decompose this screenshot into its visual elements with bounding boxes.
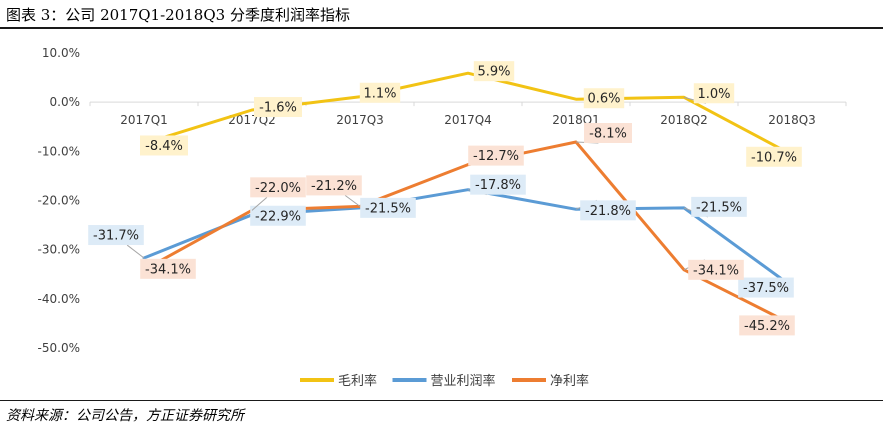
x-tick-label: 2017Q3: [336, 113, 384, 127]
data-label: -1.6%: [259, 101, 297, 116]
y-tick-label: -30.0%: [38, 243, 80, 257]
data-label: -34.1%: [145, 262, 191, 277]
y-tick-label: -50.0%: [38, 341, 80, 355]
data-label: -37.5%: [743, 281, 789, 296]
data-label-leader: [126, 244, 145, 259]
legend-label: 净利率: [550, 373, 589, 389]
data-label-box: [250, 177, 306, 198]
data-label-box: [583, 88, 625, 109]
data-label: -34.1%: [693, 263, 739, 278]
data-label-box: [473, 61, 515, 82]
series-line-2: [142, 140, 794, 326]
legend-label: 营业利润率: [431, 373, 496, 389]
profit-margin-line-chart: 10.0% 0.0% -10.0% -20.0% -30.0% -40.0% -50.0% 2…: [38, 46, 847, 389]
data-label: -31.7%: [93, 229, 139, 244]
data-label-box: [250, 205, 306, 226]
y-tick-label: -20.0%: [38, 194, 80, 208]
data-label-box: [739, 315, 795, 336]
data-label-leader: [344, 194, 361, 207]
data-label-box: [470, 174, 526, 195]
data-label: 1.1%: [363, 86, 396, 101]
data-label-leader: [251, 196, 268, 211]
y-tick-label: -40.0%: [38, 292, 80, 306]
data-label-box: [693, 83, 735, 104]
data-label: -8.1%: [589, 126, 627, 141]
data-label: -10.7%: [751, 150, 797, 165]
x-tick-label: 2018Q2: [660, 113, 708, 127]
data-label: -12.7%: [473, 149, 519, 164]
data-label-box: [140, 135, 188, 156]
data-label: -21.5%: [365, 201, 411, 216]
data-label-box: [691, 196, 747, 217]
data-label: -22.9%: [255, 209, 301, 224]
data-label: 0.6%: [587, 92, 620, 107]
data-label: -21.2%: [311, 179, 357, 194]
data-label-box: [360, 197, 416, 218]
x-tick-label: 2018Q3: [768, 113, 816, 127]
data-label-box: [746, 146, 802, 167]
data-label: -8.4%: [145, 139, 183, 154]
data-label: 1.0%: [697, 87, 730, 102]
data-label-box: [88, 225, 144, 246]
legend-label: 毛利率: [338, 373, 377, 389]
data-label: -21.8%: [585, 204, 631, 219]
source-note: 资料来源：公司公告，方正证券研究所: [6, 408, 244, 424]
x-tick-label: 2017Q4: [444, 113, 492, 127]
data-label: -45.2%: [744, 319, 790, 334]
y-tick-label: 10.0%: [42, 46, 80, 60]
figure-title: 图表 3：公司 2017Q1-2018Q3 分季度利润率指标: [6, 6, 350, 24]
top-rule: [0, 27, 883, 29]
data-label: -22.0%: [255, 181, 301, 196]
bottom-rule: [0, 400, 883, 401]
data-label-box: [306, 175, 362, 196]
x-tick-label: 2017Q1: [120, 113, 168, 127]
data-label-box: [688, 259, 744, 280]
data-label-box: [584, 122, 632, 143]
y-tick-label: -10.0%: [38, 144, 80, 158]
data-label: -21.5%: [696, 200, 742, 215]
y-tick-label: 0.0%: [50, 95, 81, 109]
data-label-box: [738, 277, 794, 298]
data-label-box: [140, 258, 196, 279]
data-label: 5.9%: [477, 65, 510, 80]
data-label-box: [254, 97, 302, 118]
data-label-box: [580, 200, 636, 221]
data-label: -17.8%: [475, 178, 521, 193]
data-label-box: [468, 145, 524, 166]
data-label-box: [359, 82, 401, 103]
